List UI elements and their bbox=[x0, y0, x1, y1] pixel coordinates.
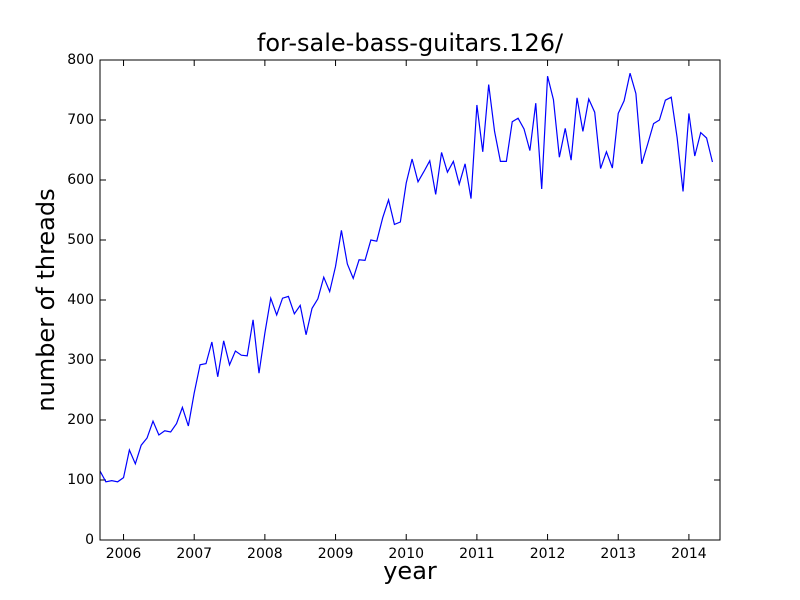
y-tick-label: 700 bbox=[67, 112, 94, 128]
x-tick-label: 2013 bbox=[600, 546, 636, 562]
x-tick-label: 2009 bbox=[318, 546, 354, 562]
y-tick-label: 300 bbox=[67, 352, 94, 368]
x-axis-label: year bbox=[383, 557, 437, 585]
data-line bbox=[99, 73, 714, 483]
y-tick-label: 0 bbox=[85, 532, 94, 548]
x-tick-label: 2011 bbox=[459, 546, 495, 562]
y-tick-label: 400 bbox=[67, 292, 94, 308]
x-tick-label: 2008 bbox=[247, 546, 283, 562]
x-tick-label: 2007 bbox=[176, 546, 212, 562]
y-tick-label: 500 bbox=[67, 232, 94, 248]
plot-frame bbox=[99, 59, 721, 541]
x-tick-label: 2006 bbox=[106, 546, 142, 562]
y-tick-label: 600 bbox=[67, 172, 94, 188]
y-tick-label: 100 bbox=[67, 472, 94, 488]
chart-title: for-sale-bass-guitars.126/ bbox=[257, 29, 564, 57]
y-tick-label: 800 bbox=[67, 52, 94, 68]
x-tick-label: 2010 bbox=[388, 546, 424, 562]
y-axis-label: number of threads bbox=[32, 188, 60, 411]
x-tick-label: 2014 bbox=[671, 546, 707, 562]
x-tick-label: 2012 bbox=[530, 546, 566, 562]
y-tick-label: 200 bbox=[67, 412, 94, 428]
